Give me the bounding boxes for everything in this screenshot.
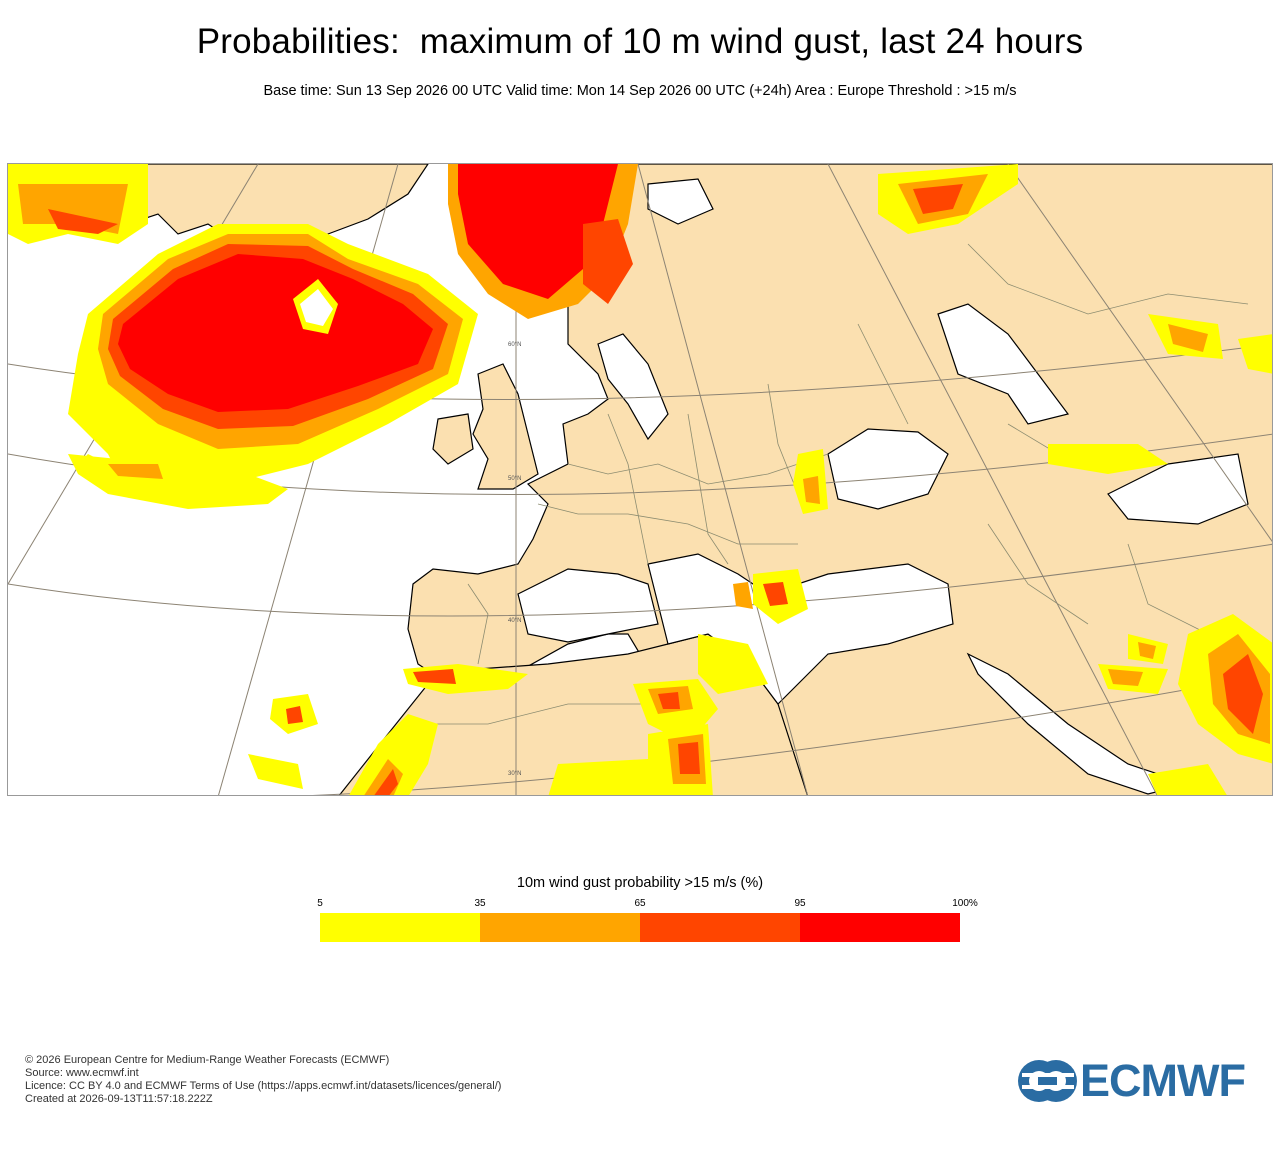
legend-bin-65-95 [640, 913, 800, 942]
contour-arabia [1098, 614, 1272, 764]
lat-label-60: 60°N [508, 342, 521, 348]
footer-source: Source: www.ecmwf.int [25, 1067, 139, 1079]
footer-credits: © 2026 European Centre for Medium-Range … [25, 1054, 501, 1106]
contour-atlantic-tail [68, 454, 288, 509]
footer-created: Created at 2026-09-13T11:57:18.222Z [25, 1093, 213, 1105]
contour-norwegian-sea [448, 164, 638, 319]
contour-north-atlantic [68, 224, 478, 494]
lat-label-40: 40°N [508, 618, 521, 624]
land-great-britain [472, 363, 539, 490]
graticule-lon-e1 [637, 164, 808, 795]
probability-map: 60°N 50°N 40°N 30°N [7, 163, 1273, 796]
chart-title: Probabilities: maximum of 10 m wind gust… [196, 22, 1084, 61]
contour-russia-ne [878, 164, 1018, 234]
ecmwf-logo-text: ECMWF [1080, 1055, 1246, 1106]
graticule-lon-e3 [1007, 164, 1272, 543]
sea-layer [517, 303, 1249, 795]
sea-baltic [597, 333, 669, 441]
contour-kazakhstan [1048, 314, 1272, 474]
legend-tick-95: 95 [794, 898, 806, 909]
contour-red-sea-south [1148, 764, 1227, 795]
legend-tick-5: 5 [317, 898, 323, 909]
legend-tick-100: 100% [952, 898, 978, 909]
sea-caspian [937, 303, 1070, 425]
lat-label-50: 50°N [508, 476, 521, 482]
graticule-lat-40 [8, 543, 1272, 617]
legend-bin-5-35 [320, 913, 480, 942]
graticule-lon-e2 [827, 164, 1158, 795]
legend-bin-35-65 [480, 913, 640, 942]
map-canvas: 60°N 50°N 40°N 30°N [8, 164, 1272, 795]
legend-title: 10m wind gust probability >15 m/s (%) [516, 875, 764, 891]
probability-contours [8, 164, 1272, 795]
contour-north-africa [548, 634, 768, 795]
ecmwf-logo: ECMWF [1016, 1055, 1258, 1106]
legend-tick-35: 35 [474, 898, 486, 909]
legend-bin-95-100 [800, 913, 960, 942]
contour-greenland-west [8, 164, 148, 244]
contour-greece [733, 569, 808, 624]
land-ireland [432, 413, 474, 465]
footer-licence: Licence: CC BY 4.0 and ECMWF Terms of Us… [25, 1080, 502, 1092]
chart-subtitle: Base time: Sun 13 Sep 2026 00 UTC Valid … [263, 83, 1017, 99]
lat-labels: 60°N 50°N 40°N 30°N [508, 342, 521, 777]
sea-mediterranean-west [517, 568, 659, 643]
footer-copyright: © 2026 European Centre for Medium-Range … [25, 1054, 390, 1066]
contour-gibraltar [403, 664, 528, 694]
contour-canaries [248, 694, 318, 789]
legend-tick-65: 65 [634, 898, 646, 909]
land-svalbard [647, 178, 714, 225]
lat-label-30: 30°N [508, 771, 521, 777]
contour-morocco [349, 714, 438, 795]
contour-black-sea [793, 449, 828, 514]
legend-color-bar [320, 913, 960, 942]
ecmwf-logo-icon [1018, 1060, 1077, 1102]
